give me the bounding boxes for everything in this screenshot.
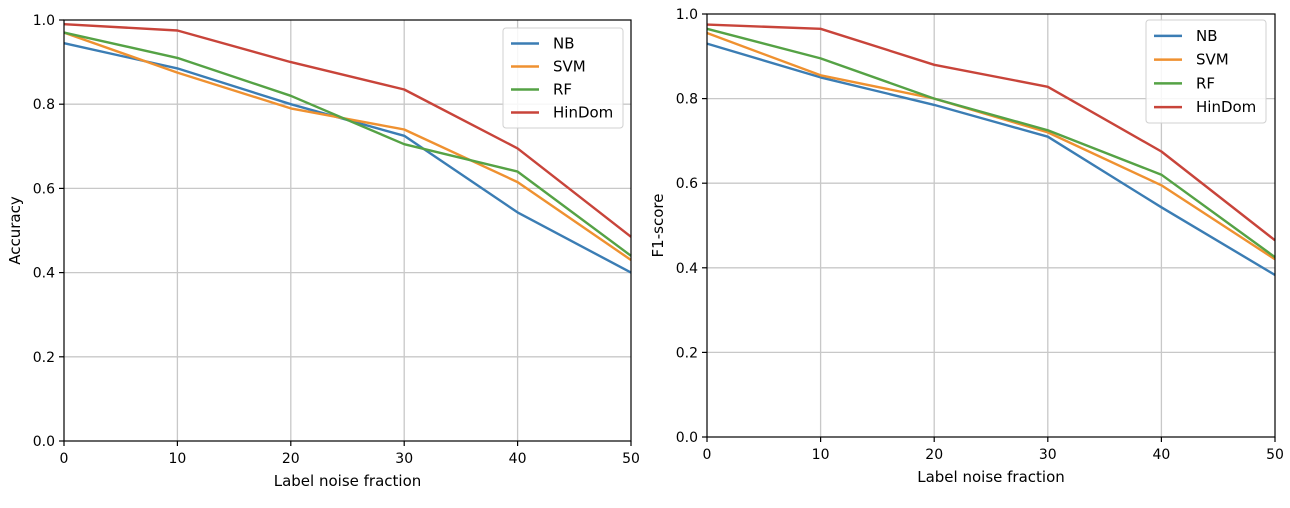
x-tick-label: 10 [168,451,186,467]
y-tick-label: 0.2 [676,345,698,361]
x-tick-label: 20 [282,451,300,467]
x-tick-label: 0 [60,451,69,467]
plot-area-frame [706,13,1276,438]
series-line-rf [63,31,632,257]
legend-label-hindom: HinDom [1196,98,1256,116]
plot-area-frame [63,19,632,442]
legend-label-rf: RF [1196,74,1215,92]
y-tick-label: 1.0 [676,7,698,23]
legend: NB SVM RF HinDom [502,27,624,129]
x-axis-label: Label noise fraction [274,472,422,490]
x-tick-label: 10 [812,447,830,463]
legend: NB SVM RF HinDom [1145,19,1267,124]
x-tick-label: 50 [622,451,640,467]
y-tick-label: 0.6 [33,181,55,197]
y-tick-label: 0.8 [33,97,55,113]
legend-label-nb: NB [553,35,575,53]
y-tick-label: 1.0 [33,13,55,29]
y-tick-label: 0.2 [33,350,55,366]
legend-label-nb: NB [1196,27,1218,45]
x-tick-label: 40 [509,451,527,467]
y-tick-label: 0.4 [676,261,698,277]
accuracy-chart: 0 10 20 30 40 50 0.0 0.2 0.4 0.6 0.8 1.0 Label noise… [6,13,640,490]
series-line-nb [706,42,1276,277]
legend-label-svm: SVM [553,58,586,76]
y-axis-label: F1-score [649,194,667,258]
y-tick-label: 0.4 [33,266,55,282]
x-axis-label: Label noise fraction [917,468,1065,486]
legend-label-hindom: HinDom [553,104,613,122]
x-tick-label: 50 [1266,447,1284,463]
x-tick-label: 30 [395,451,413,467]
y-tick-label: 0.6 [676,176,698,192]
series-line-hindom [706,23,1276,242]
y-axis-label: Accuracy [6,196,24,265]
f1-score-chart: 0 10 20 30 40 50 0.0 0.2 0.4 0.6 0.8 1.0 Label noise… [649,7,1284,486]
y-tick-label: 0.0 [676,430,698,446]
y-tick-label: 0.8 [676,92,698,108]
y-tick-label: 0.0 [33,434,55,450]
x-tick-label: 0 [703,447,712,463]
legend-box [1145,19,1267,124]
legend-box [502,27,624,129]
x-tick-label: 20 [925,447,943,463]
legend-label-svm: SVM [1196,51,1229,69]
x-tick-label: 30 [1039,447,1057,463]
x-tick-label: 40 [1152,447,1170,463]
series-line-hindom [63,23,632,238]
series-line-rf [706,27,1276,259]
legend-label-rf: RF [553,81,572,99]
